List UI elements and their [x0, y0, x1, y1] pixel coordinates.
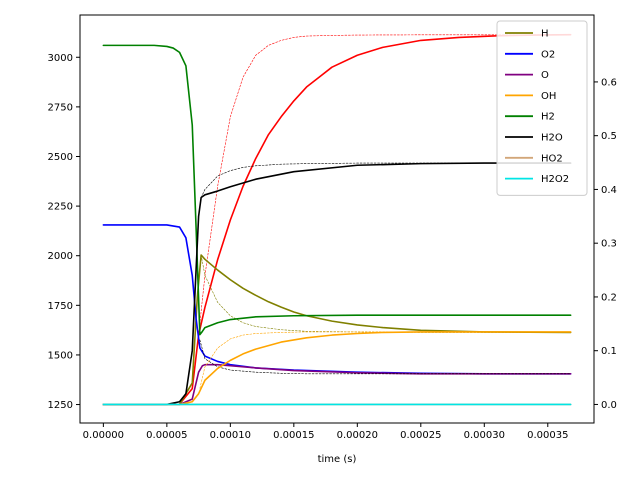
series-line-temp [102, 33, 572, 406]
series-line-h2o [102, 162, 572, 406]
series-line-oh [102, 331, 572, 406]
plot-area [102, 33, 572, 406]
x-tick-label: 0.00005 [146, 430, 187, 441]
y-left-tick-label: 1250 [48, 400, 73, 411]
series-line-o-eq [199, 339, 571, 375]
legend-label: O2 [541, 49, 555, 60]
y-left-tick-label: 3000 [48, 53, 73, 64]
series-line-oh-eq [199, 331, 571, 389]
legend-label: H2O2 [541, 174, 569, 185]
y-right-tick-label: 0.6 [601, 77, 617, 88]
y-left-tick-label: 2250 [48, 202, 73, 213]
legend-label: H2O [541, 133, 563, 144]
x-tick-label: 0.00020 [337, 430, 378, 441]
y-left-tick-label: 2500 [48, 152, 73, 163]
y-right-tick-label: 0.2 [601, 292, 617, 303]
x-tick-label: 0.00030 [464, 430, 505, 441]
legend-label: OH [541, 91, 556, 102]
legend-label: O [541, 70, 549, 81]
x-tick-label: 0.00035 [527, 430, 568, 441]
series-line-h-eq [200, 254, 571, 333]
y-left-tick-label: 2750 [48, 102, 73, 113]
legend-label: H [541, 29, 549, 40]
axes-frame [79, 14, 595, 424]
y-right-tick-label: 0.4 [601, 185, 617, 196]
series-line-h2 [102, 44, 572, 336]
x-tick-label: 0.00010 [210, 430, 251, 441]
legend-label: HO2 [541, 153, 563, 164]
y-right-tick-label: 0.1 [601, 346, 617, 357]
x-axis-label: time (s) [318, 454, 357, 465]
y-right-tick-label: 0.3 [601, 239, 617, 250]
y-right-tick-label: 0.0 [601, 400, 617, 411]
x-tick-label: 0.00000 [83, 430, 124, 441]
y-left-tick-label: 1500 [48, 350, 73, 361]
y-left-tick-label: 2000 [48, 251, 73, 262]
x-tick-label: 0.00025 [400, 430, 441, 441]
series-line-temp-eq [198, 34, 571, 336]
legend-label: H2 [541, 112, 555, 123]
y-left-tick-label: 1750 [48, 301, 73, 312]
series-line-h2o-eq [200, 162, 571, 198]
legend-box [496, 20, 588, 196]
y-right-tick-label: 0.5 [601, 131, 617, 142]
axes: 0.00000 0.00005 0.00010 0.00015 0.00020 0.000… [48, 53, 617, 441]
x-tick-label: 0.00015 [273, 430, 314, 441]
